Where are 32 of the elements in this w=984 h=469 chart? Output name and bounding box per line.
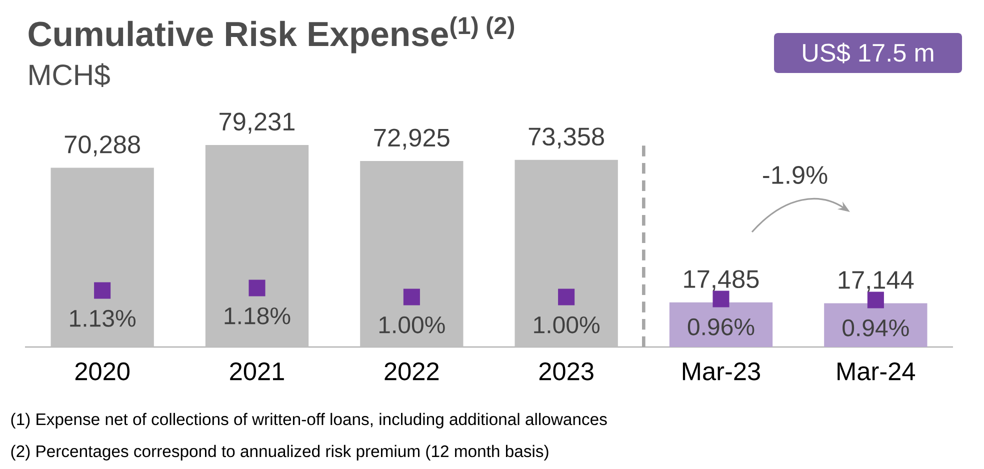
point <box>248 280 266 296</box>
point <box>94 282 111 299</box>
data-label: 1.18% <box>224 307 290 324</box>
data-label: 0.96% <box>688 318 754 336</box>
data-label: 0.94% <box>842 319 909 336</box>
chart-subtitle: MCH$ <box>30 63 110 88</box>
x-tick-label: 2021 <box>230 362 284 380</box>
data-label: 79,231 <box>220 112 294 134</box>
x-tick-label: 2023 <box>539 362 594 380</box>
data-label: 1.00% <box>534 316 600 334</box>
text: (2) Percentages correspond to annualized risk premium (12 month basis) <box>11 444 548 460</box>
bar <box>824 303 928 347</box>
annotation: -1.9% <box>763 166 828 184</box>
bar <box>669 302 773 347</box>
point <box>403 288 420 306</box>
data-label: 1.00% <box>379 316 445 334</box>
data-label: 72,925 <box>374 128 450 150</box>
x-tick-label: 2020 <box>75 362 130 380</box>
data-label: 1.13% <box>70 310 136 327</box>
data-label: 70,288 <box>64 135 140 156</box>
point <box>712 290 730 308</box>
point <box>558 288 575 306</box>
point <box>867 292 884 308</box>
chart-title: Cumulative Risk Expense$^{(1) (2)}$ <box>28 16 514 54</box>
text: US$ 17.5 m <box>803 42 934 64</box>
data-label: 73,358 <box>528 128 604 149</box>
x-tick-label: 2022 <box>384 362 439 380</box>
x-tick-label: Mar-23 <box>682 362 760 380</box>
data-label: 17,144 <box>838 271 914 292</box>
x-tick-label: Mar-24 <box>838 362 916 380</box>
text: (1) Expense net of collections of written-off loans, including additional allowances <box>11 412 607 428</box>
data-label: 17,485 <box>684 270 759 292</box>
